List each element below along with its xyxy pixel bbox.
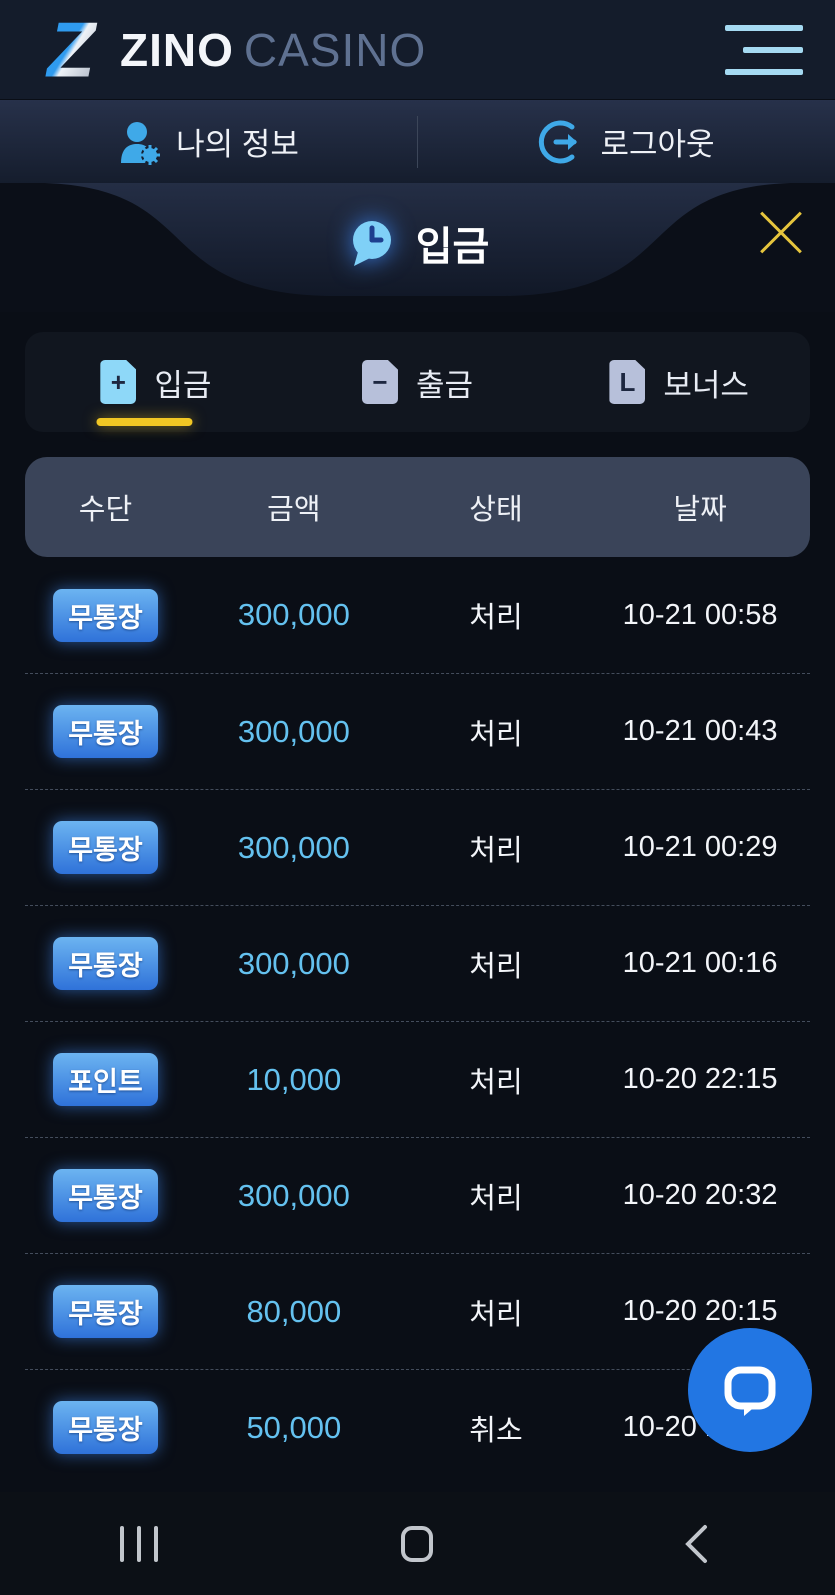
col-method: 수단 <box>78 494 133 526</box>
method-badge[interactable]: 무통장 <box>53 937 158 990</box>
method-badge[interactable]: 무통장 <box>53 1169 158 1222</box>
date-value: 10-21 00:58 <box>622 598 778 631</box>
logout-label: 로그아웃 <box>600 127 715 162</box>
status-value: 처리 <box>469 950 523 983</box>
date-value: 10-21 00:16 <box>622 947 778 979</box>
table-body: 무통장 300,000 처리 10-21 00:58 무통장 300,000 처… <box>25 557 810 1485</box>
date-value: 10-20 20:15 <box>622 1295 778 1327</box>
svg-text:Z: Z <box>45 12 98 88</box>
method-badge[interactable]: 무통장 <box>53 705 158 758</box>
active-tab-underline <box>96 418 193 426</box>
deposit-clock-bubble-icon <box>352 221 391 266</box>
user-gear-icon <box>121 121 161 165</box>
close-icon[interactable] <box>755 207 807 259</box>
chat-bubble-icon <box>724 1366 776 1416</box>
android-nav-bar <box>0 1492 835 1595</box>
status-value: 처리 <box>469 1066 523 1099</box>
brand-name-bold: ZINO <box>120 23 234 76</box>
withdraw-file-minus-icon: − <box>361 360 398 404</box>
method-badge[interactable]: 포인트 <box>53 1053 158 1106</box>
tab-withdraw-label: 출금 <box>415 367 474 403</box>
table-row: 무통장 300,000 처리 10-21 00:16 <box>25 905 810 1021</box>
brand-logo[interactable]: Z ZINO CASINO <box>32 12 426 88</box>
tab-bonus[interactable]: L 보너스 <box>548 332 810 432</box>
user-menu-bar: 나의 정보 로그아웃 <box>0 100 835 183</box>
modal-header: 입금 <box>0 183 835 312</box>
status-value: 처리 <box>469 602 523 634</box>
col-date: 날짜 <box>673 494 727 526</box>
status-value: 처리 <box>469 1182 523 1215</box>
history-table: 수단 금액 상태 날짜 무통장 300,000 처리 10-21 00:58 무… <box>0 432 835 1485</box>
status-value: 취소 <box>469 1414 523 1447</box>
amount-value: 300,000 <box>237 713 350 749</box>
deposit-file-plus-icon: + <box>100 360 137 404</box>
my-info-button[interactable]: 나의 정보 <box>0 119 417 165</box>
date-value: 10-20 22:15 <box>622 1063 778 1095</box>
method-badge[interactable]: 무통장 <box>53 1401 158 1454</box>
amount-value: 300,000 <box>237 945 350 981</box>
brand-name: ZINO CASINO <box>120 23 426 77</box>
tab-deposit-label: 입금 <box>154 367 212 403</box>
amount-value: 300,000 <box>237 597 350 632</box>
table-row: 포인트 10,000 처리 10-20 22:15 <box>25 1021 810 1137</box>
table-header-row: 수단 금액 상태 날짜 <box>25 457 810 557</box>
amount-value: 300,000 <box>237 829 350 865</box>
status-value: 처리 <box>469 1298 523 1331</box>
menu-divider <box>417 115 418 168</box>
amount-value: 80,000 <box>246 1293 342 1329</box>
tab-bonus-label: 보너스 <box>663 367 749 403</box>
status-value: 처리 <box>469 718 523 751</box>
col-status: 상태 <box>469 494 523 526</box>
zino-z-logo-icon: Z <box>45 12 98 88</box>
tab-deposit[interactable]: + 입금 <box>25 332 287 432</box>
table-row: 무통장 300,000 처리 10-21 00:29 <box>25 789 810 905</box>
method-badge[interactable]: 무통장 <box>53 588 158 642</box>
method-badge[interactable]: 무통장 <box>53 1285 158 1338</box>
col-amount: 금액 <box>267 494 321 526</box>
back-chevron-icon <box>684 1524 707 1563</box>
recents-button[interactable] <box>0 1525 278 1562</box>
my-info-label: 나의 정보 <box>176 127 299 162</box>
home-icon <box>401 1525 434 1562</box>
tab-withdraw[interactable]: − 출금 <box>287 332 549 432</box>
recents-icon <box>120 1525 159 1562</box>
date-value: 10-21 00:43 <box>622 715 778 747</box>
brand-name-light: CASINO <box>243 23 427 76</box>
table-row: 무통장 300,000 처리 10-20 20:32 <box>25 1137 810 1253</box>
amount-value: 300,000 <box>237 1177 350 1213</box>
deposit-history-modal: 입금 + 입금 − 출금 L 보너스 수단 금액 <box>0 183 835 1485</box>
home-button[interactable] <box>278 1525 556 1562</box>
top-bar: Z ZINO CASINO <box>0 0 835 100</box>
logout-button[interactable]: 로그아웃 <box>418 119 835 165</box>
method-badge[interactable]: 무통장 <box>53 821 158 874</box>
table-row: 무통장 80,000 처리 10-20 20:15 <box>25 1253 810 1369</box>
status-value: 처리 <box>469 834 523 867</box>
modal-header-wave <box>0 183 835 312</box>
back-button[interactable] <box>557 1524 835 1564</box>
live-chat-fab[interactable] <box>688 1328 812 1452</box>
tabs-container: + 입금 − 출금 L 보너스 <box>0 312 835 432</box>
amount-value: 10,000 <box>246 1061 342 1097</box>
date-value: 10-21 00:29 <box>622 831 778 863</box>
date-value: 10-20 20:32 <box>622 1179 778 1211</box>
amount-value: 50,000 <box>246 1409 342 1445</box>
tabs: + 입금 − 출금 L 보너스 <box>25 332 810 432</box>
hamburger-menu-icon[interactable] <box>725 24 803 75</box>
table-row: 무통장 300,000 처리 10-21 00:43 <box>25 673 810 789</box>
bonus-file-clock-icon: L <box>609 360 646 404</box>
modal-title-row: 입금 <box>0 215 835 271</box>
modal-title: 입금 <box>415 225 490 269</box>
table-row: 무통장 300,000 처리 10-21 00:58 <box>25 557 810 673</box>
logout-icon <box>539 120 578 163</box>
